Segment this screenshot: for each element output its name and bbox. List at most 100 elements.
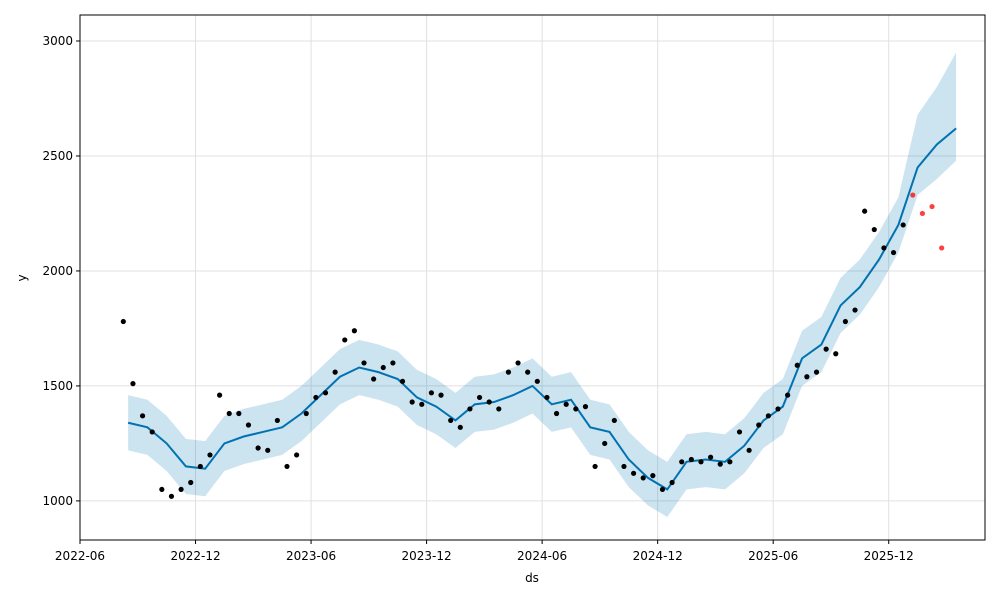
observed-point bbox=[486, 399, 492, 405]
y-tick-label: 2500 bbox=[42, 149, 73, 163]
plot-frame bbox=[79, 14, 986, 541]
observed-point bbox=[823, 346, 829, 352]
observed-point bbox=[525, 369, 531, 375]
observed-point bbox=[592, 463, 598, 470]
y-tick-label: 3000 bbox=[42, 34, 73, 48]
observed-point bbox=[871, 226, 877, 233]
y-axis-label: y bbox=[15, 274, 29, 281]
observed-point bbox=[563, 401, 569, 407]
observed-point bbox=[226, 410, 232, 417]
y-tick-label: 1500 bbox=[42, 379, 73, 393]
observed-point bbox=[573, 406, 579, 412]
observed-point bbox=[188, 479, 194, 486]
observed-point bbox=[862, 208, 868, 214]
observed-point bbox=[467, 406, 473, 412]
observed-point bbox=[294, 452, 300, 458]
observed-point bbox=[602, 440, 608, 447]
observed-point bbox=[380, 364, 386, 371]
x-tick-label: 2022-06 bbox=[55, 549, 105, 563]
observed-point bbox=[621, 463, 627, 470]
observed-point bbox=[390, 360, 396, 366]
observed-point bbox=[351, 328, 357, 334]
observed-point bbox=[852, 307, 858, 313]
actual-point bbox=[919, 210, 926, 217]
observed-point bbox=[640, 475, 646, 481]
observed-point bbox=[842, 318, 848, 325]
observed-point bbox=[746, 447, 752, 453]
observed-point bbox=[727, 459, 733, 465]
observed-point bbox=[139, 413, 146, 419]
observed-point bbox=[505, 369, 512, 375]
observed-point bbox=[342, 337, 348, 343]
observed-point bbox=[813, 369, 820, 375]
observed-point bbox=[833, 351, 839, 357]
x-tick-label: 2022-12 bbox=[170, 549, 220, 563]
observed-point bbox=[217, 392, 223, 398]
actual-point bbox=[910, 192, 916, 198]
observed-point bbox=[785, 392, 791, 398]
observed-point bbox=[804, 374, 810, 380]
observed-point bbox=[130, 381, 136, 387]
observed-point bbox=[332, 369, 338, 375]
observed-point bbox=[149, 429, 155, 435]
actual-point bbox=[939, 245, 945, 251]
observed-point bbox=[736, 429, 743, 435]
observed-point bbox=[794, 362, 800, 368]
observed-point bbox=[159, 486, 165, 493]
observed-point bbox=[168, 493, 175, 499]
x-tick-label: 2025-12 bbox=[864, 549, 914, 563]
observed-point bbox=[303, 410, 309, 417]
uncertainty-band bbox=[128, 52, 957, 518]
x-tick-label: 2024-12 bbox=[633, 549, 683, 563]
observed-point bbox=[399, 378, 406, 384]
observed-point bbox=[553, 410, 560, 417]
observed-point bbox=[496, 406, 502, 412]
observed-point bbox=[313, 394, 319, 401]
y-tick-label: 2000 bbox=[42, 264, 73, 278]
x-tick-label: 2023-06 bbox=[286, 549, 336, 563]
observed-point bbox=[457, 424, 463, 430]
observed-point bbox=[534, 378, 540, 384]
x-tick-label: 2023-12 bbox=[402, 549, 452, 563]
observed-point bbox=[197, 463, 203, 470]
x-tick-label: 2024-06 bbox=[517, 549, 567, 563]
observed-point bbox=[775, 406, 781, 412]
observed-point bbox=[207, 452, 213, 458]
observed-point bbox=[120, 318, 126, 325]
x-tick-label: 2025-06 bbox=[748, 549, 798, 563]
observed-point bbox=[611, 417, 617, 424]
observed-point bbox=[900, 222, 906, 228]
observed-point bbox=[178, 486, 184, 493]
observed-point bbox=[544, 394, 550, 401]
observed-point bbox=[669, 479, 675, 486]
observed-point bbox=[881, 245, 887, 251]
x-axis-label: ds bbox=[525, 571, 539, 585]
y-tick-label: 1000 bbox=[42, 494, 73, 508]
observed-point bbox=[708, 454, 714, 460]
observed-point bbox=[428, 390, 435, 396]
observed-point bbox=[515, 360, 521, 366]
observed-point bbox=[582, 404, 589, 410]
observed-point bbox=[409, 399, 415, 405]
observed-point bbox=[448, 417, 454, 424]
observed-point bbox=[322, 390, 329, 396]
forecast-line bbox=[127, 127, 957, 491]
observed-point bbox=[419, 401, 425, 407]
observed-point bbox=[765, 413, 771, 419]
observed-point bbox=[438, 392, 444, 398]
actual-point bbox=[929, 203, 935, 210]
observed-point bbox=[476, 394, 483, 401]
observed-point bbox=[361, 360, 367, 366]
observed-point bbox=[698, 459, 704, 465]
observed-point bbox=[688, 456, 694, 463]
observed-point bbox=[371, 376, 377, 382]
observed-point bbox=[245, 422, 252, 428]
observed-point bbox=[236, 410, 242, 417]
observed-point bbox=[274, 417, 280, 424]
observed-point bbox=[284, 463, 290, 470]
observed-point bbox=[255, 445, 261, 451]
observed-point bbox=[630, 470, 637, 476]
observed-point bbox=[756, 422, 762, 428]
